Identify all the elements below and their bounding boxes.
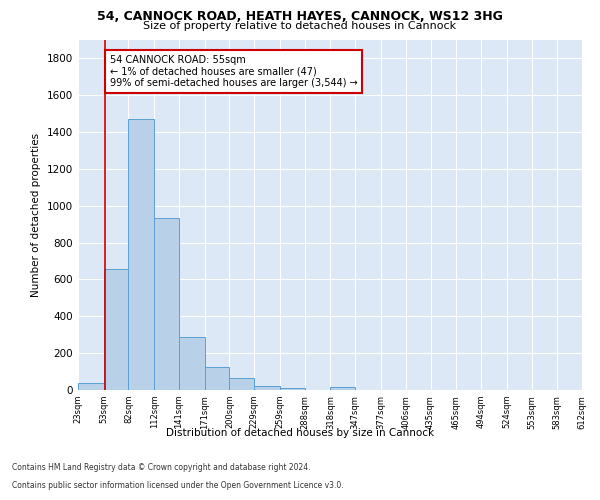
Bar — [104, 270, 128, 390]
Bar — [128, 119, 154, 390]
Bar — [254, 386, 280, 390]
Bar — [229, 378, 254, 390]
Text: Contains public sector information licensed under the Open Government Licence v3: Contains public sector information licen… — [12, 481, 344, 490]
Bar — [331, 387, 355, 390]
Bar — [205, 367, 229, 390]
Text: 54 CANNOCK ROAD: 55sqm
← 1% of detached houses are smaller (47)
99% of semi-deta: 54 CANNOCK ROAD: 55sqm ← 1% of detached … — [110, 54, 358, 88]
Bar — [78, 382, 104, 390]
Text: 54, CANNOCK ROAD, HEATH HAYES, CANNOCK, WS12 3HG: 54, CANNOCK ROAD, HEATH HAYES, CANNOCK, … — [97, 10, 503, 23]
Bar — [179, 336, 205, 390]
Text: Contains HM Land Registry data © Crown copyright and database right 2024.: Contains HM Land Registry data © Crown c… — [12, 464, 311, 472]
Bar — [280, 388, 305, 390]
Text: Distribution of detached houses by size in Cannock: Distribution of detached houses by size … — [166, 428, 434, 438]
Text: Size of property relative to detached houses in Cannock: Size of property relative to detached ho… — [143, 21, 457, 31]
Bar — [154, 218, 179, 390]
Y-axis label: Number of detached properties: Number of detached properties — [31, 133, 41, 297]
